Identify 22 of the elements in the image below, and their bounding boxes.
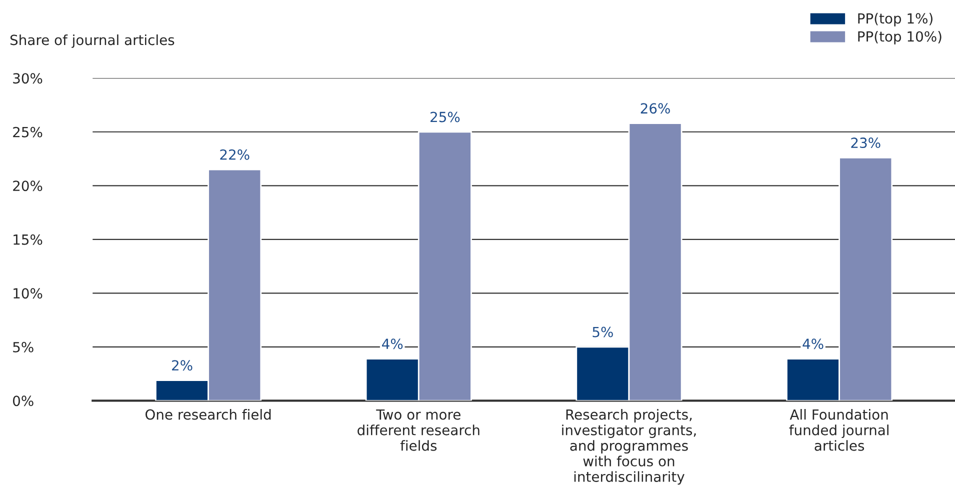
y-tick-label: 15% bbox=[14, 234, 42, 245]
data-label: 22% bbox=[220, 149, 250, 160]
data-label: 26% bbox=[640, 103, 670, 114]
data-label: 4% bbox=[802, 338, 824, 350]
x-tick-label: Two or more different research fields bbox=[358, 409, 480, 451]
legend-label: PP(top 1%) bbox=[858, 12, 932, 26]
y-tick-label: 5% bbox=[13, 342, 34, 352]
data-label: 23% bbox=[851, 138, 880, 148]
data-label: 2% bbox=[172, 360, 192, 371]
data-label: 5% bbox=[592, 326, 613, 338]
data-label: 25% bbox=[430, 112, 460, 122]
data-label: 4% bbox=[382, 338, 403, 350]
x-tick-label: Research projects, investigator grants, and programmes with focus on interdiscilinarity bbox=[562, 409, 696, 485]
legend-label: PP(top 10%) bbox=[858, 30, 942, 44]
y-axis-title: Share of journal articles bbox=[10, 34, 174, 48]
x-tick-label: One research field bbox=[146, 409, 271, 420]
y-tick-label: 0% bbox=[12, 396, 34, 406]
y-tick-label: 30% bbox=[13, 73, 42, 84]
y-tick-label: 10% bbox=[14, 288, 42, 299]
y-tick-label: 25% bbox=[13, 126, 42, 138]
x-tick-label: All Foundation funded journal articles bbox=[789, 409, 888, 451]
y-tick-label: 20% bbox=[13, 180, 42, 192]
